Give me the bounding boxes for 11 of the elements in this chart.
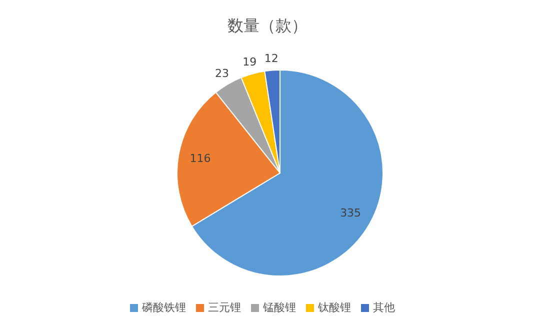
data-label: 12 <box>264 52 278 65</box>
data-label: 23 <box>214 67 229 80</box>
legend-label: 磷酸铁锂 <box>142 301 186 314</box>
legend-label: 其他 <box>373 301 395 314</box>
data-label: 19 <box>242 56 257 69</box>
legend-label: 钛酸锂 <box>318 301 351 314</box>
chart-title: 数量（款） <box>226 16 308 37</box>
data-label: 335 <box>340 206 362 220</box>
data-label: 116 <box>190 152 211 166</box>
legend-label: 锰酸锂 <box>263 301 296 314</box>
legend-label: 三元锂 <box>208 301 241 314</box>
